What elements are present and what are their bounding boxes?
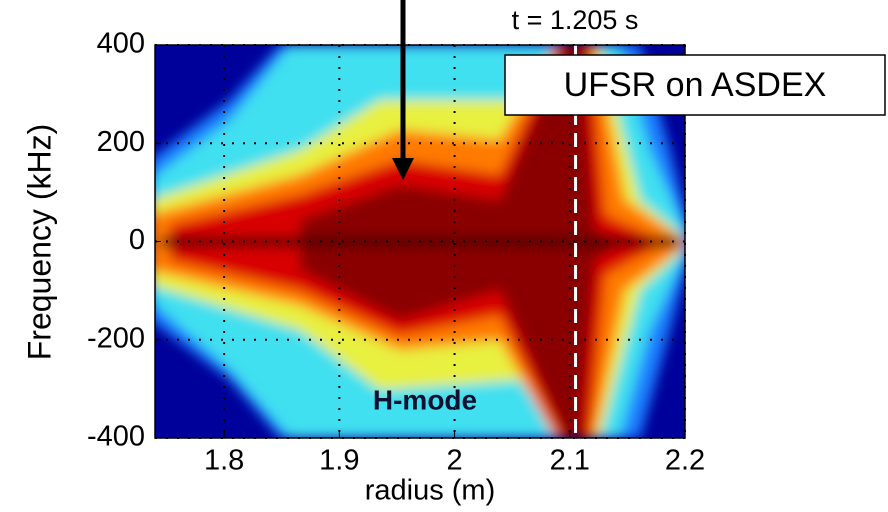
ticks: 1.8 1.9 2 2.1 2.2 -400 -200 0 200 400 — [87, 28, 705, 477]
annotation-box — [504, 54, 886, 116]
x-tick-label: 2.1 — [550, 445, 590, 477]
x-tick-label: 2.2 — [665, 445, 705, 477]
time-label: t = 1.205 s — [512, 5, 639, 35]
y-axis-label: Frequency (kHz) — [21, 124, 57, 361]
y-tick-label: 0 — [129, 224, 145, 256]
plot-frame — [154, 44, 686, 439]
x-tick-label: 1.9 — [319, 445, 359, 477]
y-tick-label: -200 — [87, 322, 145, 354]
y-tick-label: 400 — [97, 28, 145, 60]
y-tick-label: -400 — [87, 421, 145, 453]
mode-label: H-mode — [373, 384, 477, 415]
x-axis-label: radius (m) — [365, 475, 496, 507]
x-tick-label: 1.8 — [204, 445, 244, 477]
annotation-text: UFSR on ASDEX — [564, 66, 827, 104]
x-tick-label: 2 — [446, 445, 462, 477]
y-tick-label: 200 — [97, 126, 145, 158]
arrow — [392, 0, 414, 180]
